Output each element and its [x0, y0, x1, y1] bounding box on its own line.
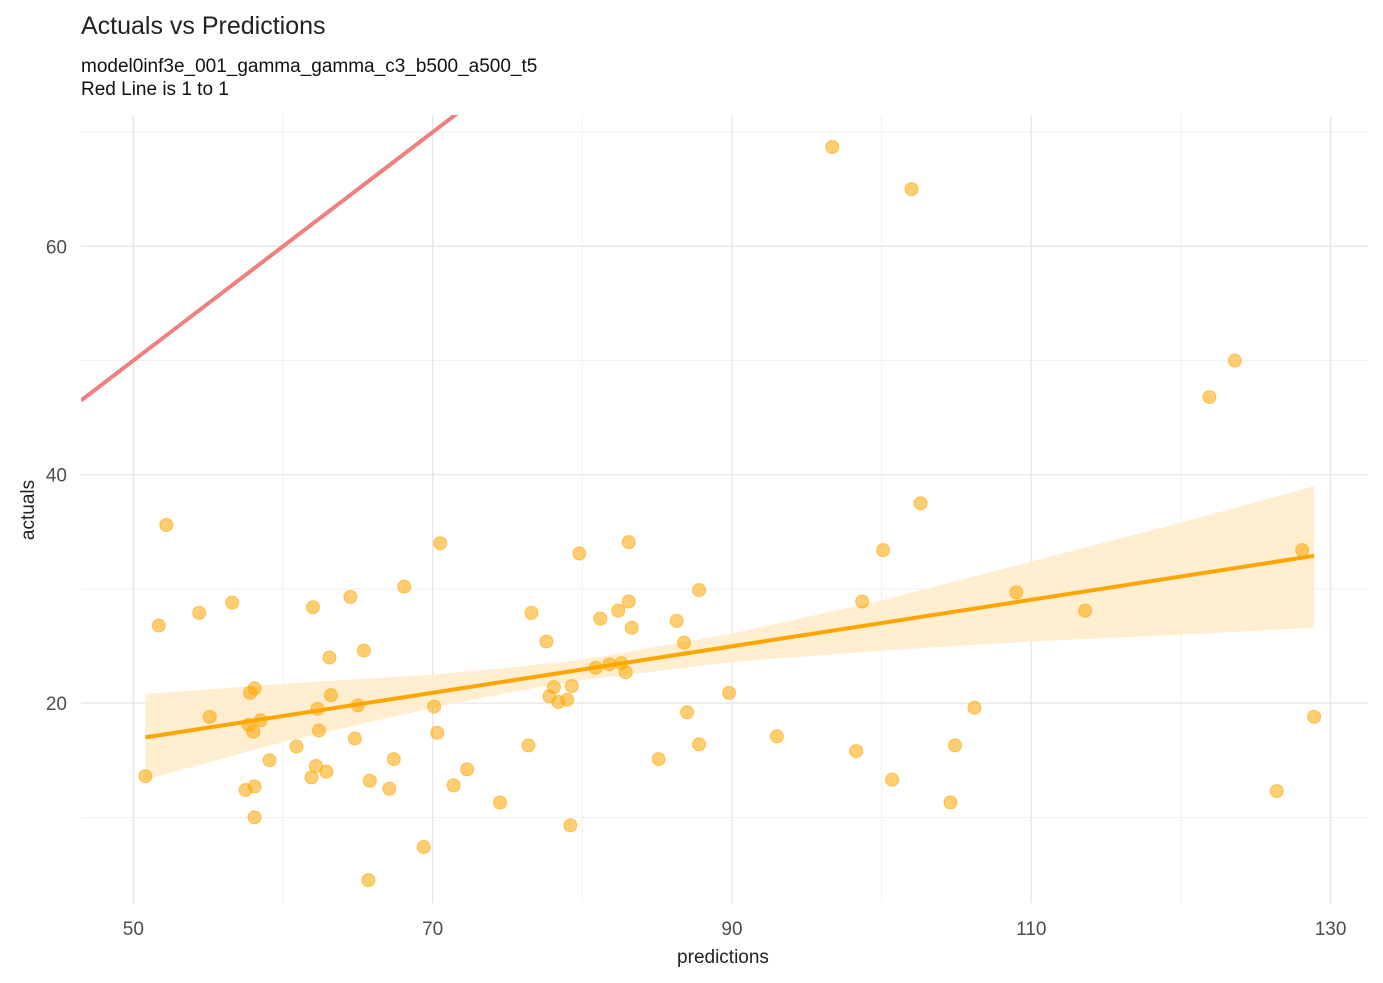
data-point	[621, 594, 636, 609]
y-axis-ticks: 20 40 60	[46, 237, 67, 715]
y-tick-label: 60	[46, 237, 67, 258]
identity-line	[81, 115, 459, 403]
data-point	[692, 583, 707, 598]
data-point	[913, 496, 928, 511]
data-point	[624, 620, 639, 635]
data-point	[947, 738, 962, 753]
data-point	[1307, 709, 1322, 724]
minor-grid	[81, 115, 1368, 903]
data-point	[433, 536, 448, 551]
data-point	[246, 724, 261, 739]
data-point	[202, 709, 217, 724]
data-point	[347, 731, 362, 746]
data-point	[593, 611, 608, 626]
data-point	[151, 618, 166, 633]
data-point	[621, 535, 636, 550]
y-axis-title: actuals	[18, 480, 39, 540]
data-point	[611, 603, 626, 618]
data-point	[247, 681, 262, 696]
chart-title: Actuals vs Predictions	[81, 12, 326, 40]
data-point	[138, 769, 153, 784]
data-point	[262, 753, 277, 768]
data-point	[572, 546, 587, 561]
data-point	[546, 680, 561, 695]
data-point	[225, 595, 240, 610]
data-points	[138, 139, 1322, 888]
data-point	[1227, 353, 1242, 368]
data-point	[692, 737, 707, 752]
x-tick-label: 50	[123, 919, 144, 940]
x-tick-label: 70	[422, 919, 443, 940]
data-point	[289, 739, 304, 754]
data-point	[382, 781, 397, 796]
data-point	[564, 679, 579, 694]
data-point	[1078, 603, 1093, 618]
x-tick-label: 130	[1315, 919, 1347, 940]
data-point	[967, 700, 982, 715]
data-point	[563, 818, 578, 833]
data-point	[427, 699, 442, 714]
y-tick-label: 40	[46, 466, 67, 487]
data-point	[247, 779, 262, 794]
data-point	[247, 810, 262, 825]
data-point	[446, 778, 461, 793]
data-point	[343, 589, 358, 604]
data-point	[885, 772, 900, 787]
data-point	[386, 752, 401, 767]
data-point	[430, 725, 445, 740]
data-point	[521, 738, 536, 753]
data-point	[904, 182, 919, 197]
data-point	[651, 752, 666, 767]
data-point	[323, 688, 338, 703]
data-point	[1295, 543, 1310, 558]
data-point	[362, 773, 377, 788]
data-point	[680, 705, 695, 720]
major-grid	[81, 115, 1368, 903]
data-point	[618, 665, 633, 680]
data-point	[669, 613, 684, 628]
data-point	[855, 594, 870, 609]
data-point	[1269, 784, 1284, 799]
data-point	[524, 605, 539, 620]
x-tick-label: 90	[721, 919, 742, 940]
data-point	[159, 517, 174, 532]
data-point	[876, 543, 891, 558]
data-point	[677, 635, 692, 650]
chart-subtitle-model: model0inf3e_001_gamma_gamma_c3_b500_a500…	[81, 56, 538, 77]
data-point	[825, 139, 840, 154]
data-point	[361, 873, 376, 888]
data-point	[305, 600, 320, 615]
chart-subtitle-note: Red Line is 1 to 1	[81, 79, 229, 100]
data-point	[539, 634, 554, 649]
data-point	[311, 723, 326, 738]
data-point	[192, 605, 207, 620]
data-point	[769, 729, 784, 744]
x-axis-title: predictions	[677, 947, 769, 968]
y-tick-label: 20	[46, 694, 67, 715]
data-point	[416, 840, 431, 855]
data-point	[1202, 390, 1217, 405]
data-point	[560, 692, 575, 707]
plot-panel	[81, 115, 1322, 888]
data-point	[943, 795, 958, 810]
fit-line	[145, 553, 1315, 740]
x-axis-ticks: 50 70 90 110 130	[123, 919, 1347, 940]
data-point	[322, 650, 337, 665]
data-point	[397, 579, 412, 594]
x-tick-label: 110	[1016, 919, 1046, 940]
data-point	[1009, 585, 1024, 600]
data-point	[493, 795, 508, 810]
data-point	[721, 685, 736, 700]
data-point	[849, 744, 864, 759]
data-point	[356, 643, 371, 658]
data-point	[319, 764, 334, 779]
data-point	[460, 762, 475, 777]
